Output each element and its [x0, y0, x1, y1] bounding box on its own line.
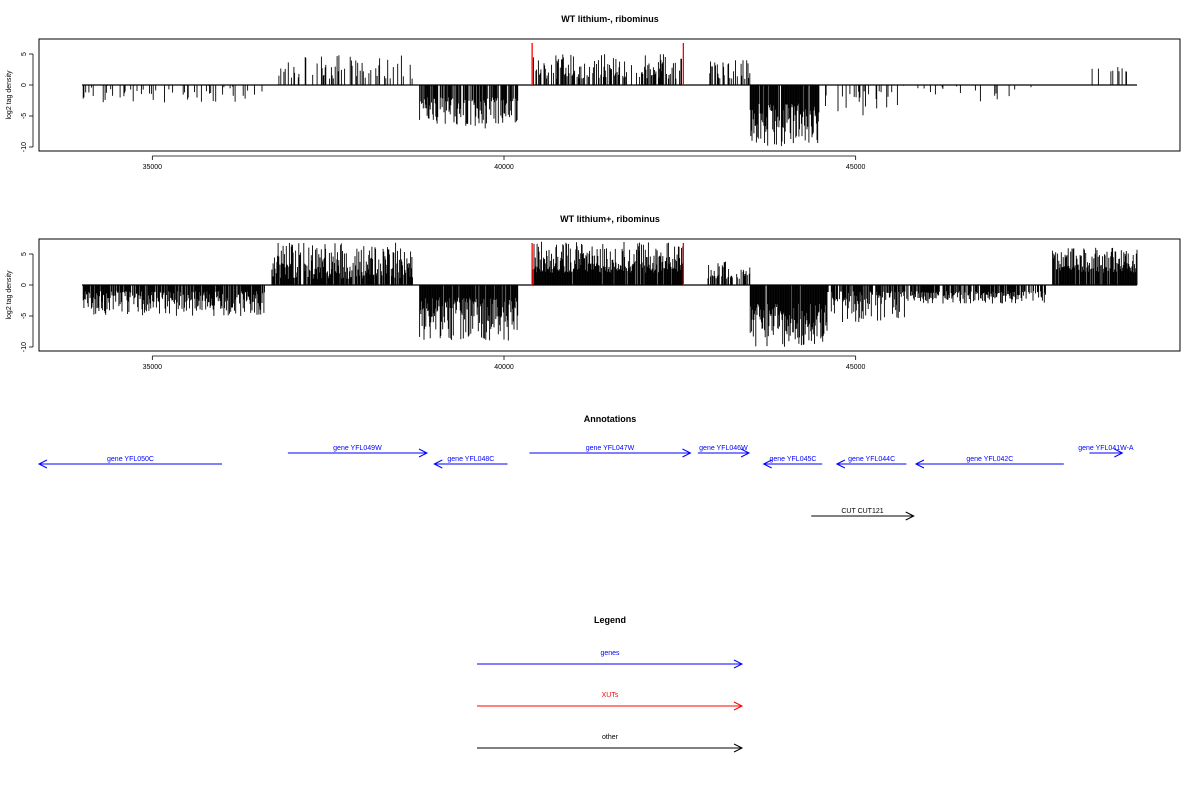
feature-label: gene YFL045C	[769, 456, 816, 463]
arrowhead-icon	[733, 743, 744, 753]
y-tick-label: -5	[21, 313, 28, 319]
arrowhead-icon	[733, 659, 744, 669]
y-tick-label: -10	[21, 142, 28, 152]
legend-item: genes	[477, 650, 744, 669]
y-tick-label: -5	[21, 113, 28, 119]
x-tick-label: 40000	[494, 164, 514, 171]
legend-item: other	[477, 734, 744, 753]
annotations-title: Annotations	[584, 414, 637, 424]
annotation-feature: gene YFL048C	[433, 456, 508, 469]
x-tick-label: 35000	[143, 364, 163, 371]
arrowhead-icon	[740, 448, 751, 458]
y-axis-label: log2 tag density	[6, 70, 13, 120]
chart-title: WT lithium-, ribominus	[561, 14, 659, 24]
x-tick-label: 45000	[846, 164, 866, 171]
annotation-feature: gene YFL045C	[762, 456, 823, 469]
feature-label: CUT CUT121	[841, 508, 883, 515]
x-axis: 35000 40000 45000	[143, 155, 866, 171]
feature-label: gene YFL046W	[699, 445, 748, 452]
x-tick-label: 45000	[846, 364, 866, 371]
annotation-feature: gene YFL042C	[914, 456, 1064, 469]
y-axis-label: log2 tag density	[6, 270, 13, 320]
bars-group	[82, 241, 1138, 347]
legend-label: other	[602, 734, 619, 741]
feature-label: gene YFL047W	[586, 445, 635, 452]
annotation-feature: gene YFL044C	[835, 456, 907, 469]
y-tick-label: -10	[21, 342, 28, 352]
arrowhead-icon	[433, 459, 443, 469]
arrowhead-icon	[733, 701, 744, 711]
arrowhead-icon	[835, 459, 846, 469]
highlight-group	[531, 43, 684, 85]
feature-label: gene YFL041W-A	[1078, 445, 1134, 452]
y-axis: 5 0 -5 -10	[21, 52, 34, 152]
panel-lithium-minus: WT lithium-, ribominus log2 tag density …	[6, 14, 1181, 171]
annotation-feature: gene YFL047W	[529, 445, 692, 458]
arrowhead-icon	[1114, 448, 1124, 458]
bars-group	[82, 54, 1137, 147]
legend-items: genes XUTs other	[477, 650, 744, 753]
feature-label: gene YFL049W	[333, 445, 382, 452]
legend-label: genes	[600, 650, 620, 657]
arrowhead-icon	[762, 459, 772, 469]
x-axis: 35000 40000 45000	[143, 355, 866, 371]
y-axis: 5 0 -5 -10	[21, 252, 34, 352]
arrowhead-icon	[37, 459, 48, 469]
y-tick-label: 0	[21, 83, 28, 87]
annotation-feature: CUT CUT121	[811, 508, 915, 521]
legend-label: XUTs	[602, 692, 619, 699]
annotation-features: gene YFL050C gene YFL049W gene YFL048C gene…	[37, 445, 1134, 521]
legend: Legend genes XUTs other	[477, 615, 744, 753]
chart-title: WT lithium+, ribominus	[560, 214, 660, 224]
feature-label: gene YFL048C	[447, 456, 494, 463]
x-tick-label: 35000	[143, 164, 163, 171]
annotation-feature: gene YFL049W	[287, 445, 429, 458]
feature-label: gene YFL050C	[107, 456, 154, 463]
plot-frame	[38, 38, 1181, 152]
legend-title: Legend	[594, 615, 626, 625]
y-tick-label: 0	[21, 283, 28, 287]
y-tick-label: 5	[21, 252, 28, 256]
feature-label: gene YFL044C	[848, 456, 895, 463]
arrowhead-icon	[914, 459, 925, 469]
legend-item: XUTs	[477, 692, 744, 711]
annotation-feature: gene YFL041W-A	[1078, 445, 1134, 458]
annotation-feature: gene YFL046W	[697, 445, 751, 458]
annotation-feature: gene YFL050C	[37, 456, 222, 469]
feature-label: gene YFL042C	[966, 456, 1013, 463]
x-tick-label: 40000	[494, 364, 514, 371]
arrowhead-icon	[682, 448, 692, 458]
highlight-group	[531, 243, 684, 285]
y-tick-label: 5	[21, 52, 28, 56]
arrowhead-icon	[905, 511, 915, 521]
arrowhead-icon	[418, 448, 429, 458]
panel-lithium-plus: WT lithium+, ribominus log2 tag density …	[6, 214, 1181, 371]
plot-frame	[38, 238, 1181, 352]
